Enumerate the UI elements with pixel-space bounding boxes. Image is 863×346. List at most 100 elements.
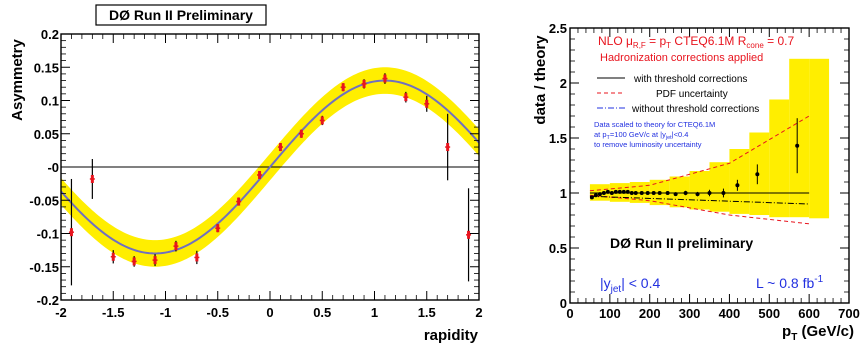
data-point xyxy=(665,191,670,195)
luminosity-label: L ~ 0.8 fb-1 xyxy=(756,274,824,291)
data-point xyxy=(298,129,304,138)
asymmetry-chart: -0.2 -0.15 -0.1 -0.05 -0 0.05 0.1 0.15 0.2 -2 -1.… xyxy=(9,4,483,344)
data-point xyxy=(629,191,634,195)
point-marker xyxy=(673,192,678,197)
y-tick-label: 0.15 xyxy=(34,60,59,75)
x-tick-label: 1 xyxy=(371,305,378,320)
data-point xyxy=(361,79,367,89)
x-axis-label: rapidity xyxy=(424,327,479,344)
point-marker xyxy=(683,191,688,195)
x-tick-label: 200 xyxy=(639,306,661,321)
x-axis-label: pT (GeV/c) xyxy=(782,323,854,343)
point-body xyxy=(111,252,115,261)
y-tick-label: 0 xyxy=(560,296,567,311)
band-segment xyxy=(689,171,710,210)
hadronization-note: Hadronization corrections applied xyxy=(600,52,763,64)
point-marker xyxy=(695,192,700,197)
pdf-uncertainty-lower xyxy=(589,194,810,225)
point-marker xyxy=(645,191,650,195)
point-marker xyxy=(589,195,594,200)
data-point xyxy=(589,195,594,200)
point-marker xyxy=(735,183,740,188)
y-axis-label: data / theory xyxy=(532,35,549,125)
x-tick-labels: -2 -1.5 -1 -0.5 0 0.5 1 1.5 2 xyxy=(55,305,482,320)
data-point xyxy=(605,189,610,194)
axis-ticks xyxy=(569,27,850,304)
scaled-note-3: to remove luminosity uncertainty xyxy=(594,140,702,149)
point-body xyxy=(467,230,471,239)
x-tick-label: -0.5 xyxy=(207,305,229,320)
point-body xyxy=(383,74,387,83)
x-tick-label: -1.5 xyxy=(102,305,124,320)
x-tick-label: 1.5 xyxy=(418,305,436,320)
point-marker xyxy=(657,191,662,195)
x-tick-label: 700 xyxy=(838,306,860,321)
band-segment xyxy=(809,58,830,219)
data-point xyxy=(601,191,606,195)
point-marker xyxy=(617,189,622,194)
y-tick-label: -0.05 xyxy=(29,193,59,208)
y-tick-label: 2.5 xyxy=(549,21,567,36)
y-tick-label: 1 xyxy=(560,186,567,201)
point-marker xyxy=(625,189,630,194)
data-points xyxy=(589,118,800,200)
y-tick-label: 0.05 xyxy=(34,127,59,142)
point-body xyxy=(216,224,220,233)
y-tick-label: 1.5 xyxy=(549,131,567,146)
data-point xyxy=(613,189,618,194)
data-point xyxy=(340,83,346,92)
point-body xyxy=(174,242,178,251)
fit-curve xyxy=(60,79,480,255)
point-marker xyxy=(633,191,638,195)
point-marker xyxy=(707,191,712,195)
data-point xyxy=(277,143,283,152)
data-point xyxy=(621,189,626,194)
legend-label-no-threshold: without threshold corrections xyxy=(631,104,759,115)
data-point xyxy=(707,189,712,197)
band-segment xyxy=(729,149,750,214)
data-point xyxy=(597,192,602,197)
x-tick-label: 600 xyxy=(798,306,820,321)
data-point xyxy=(110,250,116,264)
data-point xyxy=(735,179,740,191)
data-theory-chart: 0 0.5 1 1.5 2 2.5 0 100 200 300 400 500 600 700 data… xyxy=(532,21,860,343)
data-point xyxy=(466,188,472,282)
band-segment xyxy=(769,99,790,218)
data-point xyxy=(319,115,325,126)
x-tick-label: 0 xyxy=(266,305,273,320)
y-tick-label: -0.15 xyxy=(29,260,59,275)
point-body xyxy=(195,253,199,262)
point-marker xyxy=(621,189,626,194)
x-tick-label: 100 xyxy=(599,306,621,321)
title-box xyxy=(95,4,267,26)
x-tick-label: 0.5 xyxy=(313,305,331,320)
data-point xyxy=(609,191,614,195)
point-body xyxy=(446,143,450,152)
x-tick-label: -1 xyxy=(160,305,172,320)
point-body xyxy=(69,228,73,237)
point-marker xyxy=(639,191,644,195)
point-marker xyxy=(795,143,800,148)
band-segment xyxy=(669,176,690,208)
point-body xyxy=(258,170,262,179)
point-body xyxy=(425,99,429,108)
point-marker xyxy=(755,172,760,177)
axis-ticks xyxy=(60,33,480,301)
y-tick-label: -0.2 xyxy=(37,293,59,308)
data-point xyxy=(215,224,221,233)
point-body xyxy=(90,174,94,183)
y-tick-label: 0.5 xyxy=(549,241,567,256)
point-body xyxy=(362,79,366,88)
x-tick-labels: 0 100 200 300 400 500 600 700 xyxy=(566,306,859,321)
point-marker xyxy=(609,191,614,195)
point-marker xyxy=(651,191,656,195)
point-body xyxy=(278,143,282,152)
data-point xyxy=(382,73,388,84)
data-point xyxy=(257,170,263,179)
without-threshold-line xyxy=(589,195,810,205)
data-point xyxy=(617,189,622,194)
x-tick-label: 0 xyxy=(566,306,573,321)
data-point xyxy=(755,164,760,185)
data-point xyxy=(633,191,638,195)
